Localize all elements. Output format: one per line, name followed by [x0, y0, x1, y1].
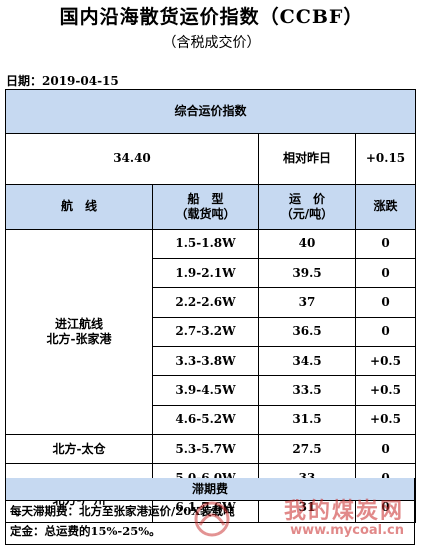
- table-row: 2.7-3.2W 36.5 0: [6, 316, 417, 348]
- price-cell: 33.5: [258, 375, 356, 406]
- change-label: 相对昨日: [258, 132, 356, 185]
- price-cell: 39.5: [258, 258, 356, 289]
- page-subtitle: （含税成交价）: [162, 35, 261, 51]
- ship-type-cell: 3.9-4.5W: [152, 375, 259, 406]
- change-cell: 0: [354, 287, 417, 318]
- change-cell: 0: [354, 316, 417, 348]
- change-cell: +0.5: [354, 375, 417, 406]
- change-cell: 0: [354, 258, 417, 289]
- report-date: 日期：2019-04-15: [6, 74, 119, 88]
- demurrage-header: 滞期费: [6, 478, 414, 501]
- column-header-ship-type: 船 型 （载货吨）: [152, 183, 259, 230]
- freight-index-table: 综合运价指数 34.40 相对昨日 +0.15 航 线 船 型 （载货吨） 运 …: [4, 89, 417, 524]
- change-cell: 0: [354, 228, 417, 260]
- change-cell: 0: [354, 433, 417, 465]
- ship-type-cell: 2.7-3.2W: [152, 316, 259, 348]
- price-cell: 40: [258, 228, 356, 260]
- table-row: 1.9-2.1W 39.5 0: [6, 258, 417, 289]
- price-cell: 31.5: [258, 404, 356, 435]
- ship-type-cell: 1.5-1.8W: [152, 228, 259, 260]
- table-row: 3.3-3.8W 34.5 +0.5: [6, 346, 417, 377]
- table-row: 北方-太仓 5.3-5.7W 27.5 0: [5, 433, 417, 465]
- deposit-rule: 定金：总运费的15%-25%。: [10, 524, 161, 538]
- page-title: 国内沿海散货运价指数（CCBF）: [59, 6, 364, 28]
- demurrage-rule: 每天滞期费：北方至张家港运价/20X装载吨: [10, 504, 235, 518]
- watermark: 我的煤炭网 www.mycoal.cn: [190, 493, 420, 551]
- composite-index-header: 综合运价指数: [4, 89, 417, 134]
- watermark-text: 我的煤炭网: [283, 499, 404, 524]
- route-cell: 进江航线 北方-张家港: [5, 228, 153, 435]
- price-cell: 36.5: [258, 316, 356, 348]
- change-cell: +0.5: [354, 346, 417, 377]
- price-cell: 27.5: [258, 433, 356, 465]
- table-row: 进江航线 北方-张家港 1.5-1.8W 40 0: [5, 228, 417, 435]
- table-row: 4.6-5.2W 31.5 +0.5: [6, 404, 417, 435]
- price-cell: 37: [258, 287, 356, 318]
- composite-change: +0.15: [354, 132, 417, 185]
- ship-type-cell: 3.3-3.8W: [152, 346, 259, 377]
- ship-type-cell: 1.9-2.1W: [152, 258, 259, 289]
- change-cell: +0.5: [354, 404, 417, 435]
- watermark-url: www.mycoal.cn: [290, 523, 404, 538]
- column-header-change: 涨跌: [354, 183, 417, 230]
- column-header-price: 运 价 （元/吨）: [258, 183, 356, 230]
- table-row: 3.9-4.5W 33.5 +0.5: [6, 375, 417, 406]
- ship-type-cell: 5.3-5.7W: [152, 433, 259, 465]
- ship-type-cell: 2.2-2.6W: [152, 287, 259, 318]
- price-cell: 34.5: [258, 346, 356, 377]
- column-header-route: 航 线: [5, 183, 153, 230]
- coal-logo-icon: [194, 501, 230, 537]
- ship-type-cell: 4.6-5.2W: [152, 404, 259, 435]
- demurrage-section: 滞期费 每天滞期费：北方至张家港运价/20X装载吨 定金：总运费的15%-25%…: [5, 478, 415, 545]
- composite-index-value: 34.40: [5, 132, 259, 185]
- route-cell: 北方-太仓: [5, 433, 153, 465]
